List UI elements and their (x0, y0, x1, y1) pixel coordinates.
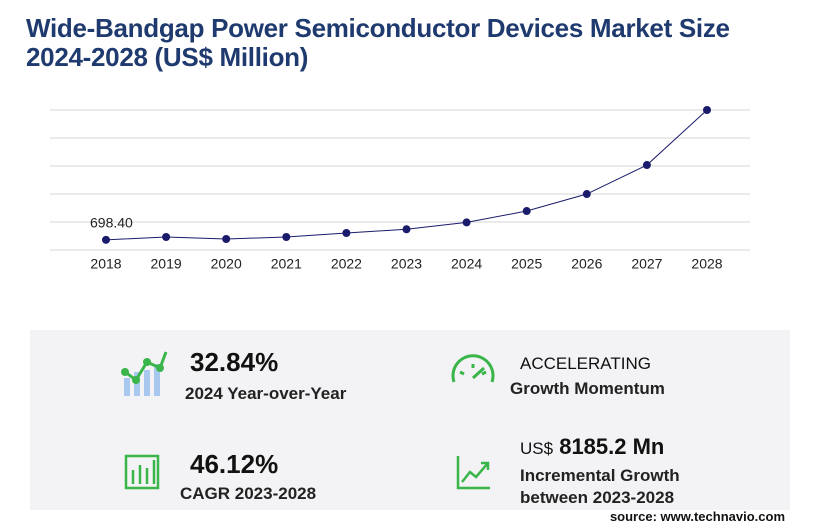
stat-label: between 2023-2028 (520, 488, 675, 507)
stat-label: 2024 Year-over-Year (185, 384, 347, 403)
point (162, 233, 171, 242)
chart: 2018 2019 2020 2021 2022 2023 2024 2025 2026 2027… (50, 106, 750, 272)
source: source: www.technavio.com (609, 509, 785, 524)
stat-value: 32.84% (190, 347, 279, 377)
point (582, 190, 591, 199)
stat-value: US$ 8185.2 Mn (520, 434, 664, 460)
point (522, 207, 531, 216)
point (462, 218, 471, 227)
line (105, 109, 708, 241)
value-label: 698.40 (90, 215, 133, 231)
x-tick-label: 2018 (90, 256, 121, 272)
x-tick-label: 2024 (451, 256, 482, 272)
x-tick-label: 2028 (691, 256, 722, 272)
point (402, 225, 411, 234)
stat-value: 46.12% (190, 449, 279, 479)
x-tick-label: 2023 (391, 256, 422, 272)
x-tick-label: 2026 (571, 256, 602, 272)
x-tick-label: 2021 (271, 256, 302, 272)
point (222, 235, 231, 244)
currency: US$ (520, 439, 554, 458)
chart-title: Wide-Bandgap Power Semiconductor Devices… (26, 13, 730, 72)
x-tick-label: 2025 (511, 256, 542, 272)
stat-label: Growth Momentum (510, 379, 665, 398)
x-tick-label: 2022 (331, 256, 362, 272)
stat-label: Incremental Growth (520, 466, 680, 485)
stat-label: CAGR 2023-2028 (180, 484, 317, 503)
x-tick-label: 2020 (211, 256, 242, 272)
point (703, 106, 711, 114)
x-tick-label: 2027 (631, 256, 662, 272)
point (642, 161, 651, 170)
point (342, 229, 351, 238)
stat-value: ACCELERATING (520, 354, 651, 373)
amount: 8185.2 Mn (559, 434, 665, 459)
point (282, 233, 291, 242)
point (102, 235, 110, 244)
x-tick-label: 2019 (151, 256, 182, 272)
